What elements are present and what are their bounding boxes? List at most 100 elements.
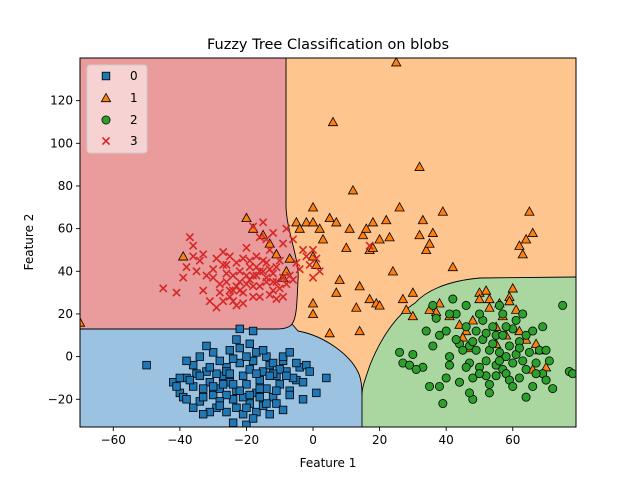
data-point-class-3 <box>218 296 228 306</box>
data-point-class-0 <box>248 356 258 366</box>
y-tick-label: 100 <box>50 136 73 150</box>
data-point-class-3 <box>238 288 248 297</box>
data-point-class-0 <box>245 390 254 400</box>
data-point-class-1 <box>514 325 525 336</box>
data-point-class-1 <box>484 302 495 312</box>
x-axis-label: Feature 1 <box>300 456 357 470</box>
data-point-class-0 <box>242 420 251 427</box>
legend: 0 1 2 3 <box>86 64 148 154</box>
data-point-class-1 <box>351 302 362 312</box>
data-point-class-0 <box>245 339 254 349</box>
data-point-class-2 <box>451 335 461 345</box>
data-point-class-1 <box>417 214 429 225</box>
data-point-class-0 <box>188 360 198 370</box>
data-point-class-0 <box>228 395 238 404</box>
data-point-class-0 <box>188 403 198 413</box>
data-point-class-3 <box>288 235 298 244</box>
data-point-class-0 <box>235 358 244 368</box>
data-point-class-0 <box>228 418 238 427</box>
y-tick-label: 40 <box>58 264 73 278</box>
data-point-class-1 <box>374 233 385 244</box>
data-point-class-1 <box>314 223 325 233</box>
data-point-class-1 <box>414 161 425 171</box>
data-point-class-3 <box>298 245 308 255</box>
data-point-class-1 <box>504 295 515 306</box>
data-point-class-0 <box>212 369 221 378</box>
data-point-class-1 <box>334 274 345 284</box>
chart-title: Fuzzy Tree Classification on blobs <box>207 37 449 53</box>
data-point-class-0 <box>292 358 301 368</box>
data-point-class-3 <box>242 243 251 252</box>
data-point-class-1 <box>331 287 342 297</box>
data-point-class-2 <box>481 328 491 338</box>
data-point-class-3 <box>262 235 271 244</box>
data-point-class-0 <box>198 392 208 402</box>
data-point-class-3 <box>242 279 251 289</box>
data-point-class-0 <box>278 405 288 415</box>
data-point-class-2 <box>501 352 511 362</box>
boundary-0-1 <box>291 323 363 427</box>
data-point-class-2 <box>538 322 548 332</box>
data-point-class-0 <box>285 390 294 400</box>
data-point-class-1 <box>400 304 412 314</box>
data-point-class-3 <box>315 267 324 276</box>
data-point-class-3 <box>185 233 195 242</box>
data-point-class-3 <box>282 224 291 233</box>
y-tick-label: 60 <box>58 222 73 236</box>
data-point-class-3 <box>265 245 274 255</box>
data-point-class-1 <box>354 280 365 291</box>
data-point-class-0 <box>238 371 248 381</box>
data-point-class-0 <box>258 346 268 355</box>
data-point-class-0 <box>265 410 274 419</box>
data-point-class-1 <box>517 248 529 259</box>
data-point-class-1 <box>437 206 449 216</box>
data-point-class-2 <box>514 343 524 353</box>
data-point-class-0 <box>215 356 225 366</box>
x-tick-label: −20 <box>234 433 259 447</box>
data-point-class-1 <box>520 233 532 244</box>
data-point-class-3 <box>245 256 254 265</box>
x-tick-label: 0 <box>309 433 317 447</box>
data-point-class-0 <box>218 380 228 389</box>
data-point-class-0 <box>225 346 234 355</box>
data-point-class-1 <box>447 261 459 272</box>
data-point-class-3 <box>255 282 264 291</box>
data-point-class-3 <box>199 250 208 259</box>
data-point-class-0 <box>202 341 211 351</box>
y-tick-label: 80 <box>58 179 73 193</box>
data-point-class-3 <box>302 252 311 261</box>
data-point-class-3 <box>295 264 304 274</box>
data-point-class-2 <box>471 345 481 355</box>
legend-label-2: 2 <box>130 113 138 127</box>
data-point-class-2 <box>468 337 478 347</box>
data-point-class-3 <box>282 279 291 289</box>
x-tick-label: −40 <box>167 433 192 447</box>
data-point-class-1 <box>307 201 319 212</box>
data-point-class-2 <box>488 339 498 349</box>
data-point-class-3 <box>225 252 234 261</box>
data-point-class-1 <box>364 293 375 304</box>
data-point-class-3 <box>212 254 221 263</box>
data-point-class-2 <box>461 322 471 332</box>
legend-label-1: 1 <box>130 91 138 105</box>
data-point-class-0 <box>255 392 264 402</box>
data-point-class-3 <box>238 254 248 263</box>
data-point-class-0 <box>312 388 321 398</box>
data-point-class-3 <box>199 286 208 295</box>
data-point-class-3 <box>222 260 231 270</box>
data-point-class-3 <box>255 233 264 242</box>
data-point-class-0 <box>285 348 294 357</box>
data-point-class-0 <box>205 363 215 372</box>
data-point-class-0 <box>242 352 251 361</box>
data-point-class-0 <box>242 380 251 389</box>
data-point-class-1 <box>327 116 339 127</box>
data-point-class-2 <box>511 315 521 325</box>
data-point-class-3 <box>252 252 261 261</box>
data-point-class-1 <box>514 240 525 250</box>
data-point-class-2 <box>544 356 554 366</box>
data-point-class-3 <box>208 264 218 274</box>
data-point-class-2 <box>528 381 538 391</box>
data-point-class-3 <box>208 273 218 282</box>
